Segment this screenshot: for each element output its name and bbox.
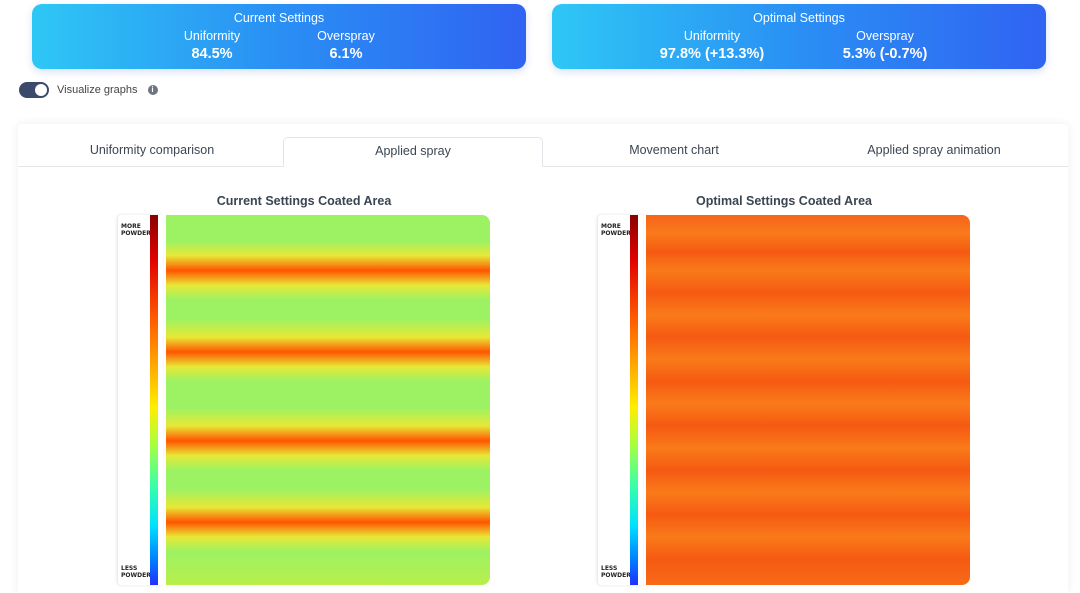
- current-settings-title: Current Settings: [233, 11, 325, 25]
- optimal-heatmap-svg: [646, 215, 970, 585]
- optimal-settings-title: Optimal Settings: [753, 11, 845, 25]
- tab-applied-spray[interactable]: Applied spray: [283, 137, 543, 167]
- legend-less-powder: LESS POWDER: [601, 565, 631, 579]
- optimal-uniformity-label: Uniformity: [683, 29, 741, 43]
- optimal-overspray: Overspray 5.3% (-0.7%): [800, 29, 970, 62]
- graphs-panel: Uniformity comparison Applied spray Move…: [18, 124, 1068, 593]
- legend-less-powder: LESS POWDER: [121, 565, 151, 579]
- current-overspray-label: Overspray: [317, 29, 375, 43]
- current-overspray: Overspray 6.1%: [296, 29, 396, 62]
- tab-bar: Uniformity comparison Applied spray Move…: [18, 137, 1068, 167]
- current-settings-card: Current Settings Uniformity 84.5% Oversp…: [32, 4, 526, 69]
- optimal-overspray-value: 5.3% (-0.7%): [842, 46, 928, 62]
- visualize-graphs-row: Visualize graphs i: [19, 82, 158, 98]
- optimal-settings-card: Optimal Settings Uniformity 97.8% (+13.3…: [552, 4, 1046, 69]
- current-overspray-value: 6.1%: [329, 46, 363, 62]
- optimal-heatmap: [646, 215, 970, 585]
- optimal-coated-area-title: Optimal Settings Coated Area: [696, 194, 872, 208]
- current-uniformity-label: Uniformity: [183, 29, 241, 43]
- tab-movement-chart[interactable]: Movement chart: [629, 143, 719, 157]
- color-legend: MORE POWDER LESS POWDER: [598, 215, 643, 585]
- optimal-uniformity: Uniformity 97.8% (+13.3%): [622, 29, 802, 62]
- info-icon[interactable]: i: [147, 85, 158, 95]
- legend-more-powder: MORE POWDER: [121, 223, 151, 237]
- color-legend: MORE POWDER LESS POWDER: [118, 215, 163, 585]
- optimal-heatmap-fill: [646, 215, 970, 585]
- current-heatmap-svg: [166, 215, 490, 585]
- current-uniformity-value: 84.5%: [191, 46, 233, 62]
- current-uniformity: Uniformity 84.5%: [162, 29, 262, 62]
- current-heatmap-fill: [166, 215, 490, 585]
- visualize-graphs-toggle[interactable]: [19, 82, 49, 98]
- tab-uniformity-comparison[interactable]: Uniformity comparison: [89, 143, 215, 157]
- color-scale-bar: [150, 215, 158, 585]
- tab-applied-spray-animation[interactable]: Applied spray animation: [867, 143, 1001, 157]
- current-coated-area-title: Current Settings Coated Area: [216, 194, 392, 208]
- color-scale-bar: [630, 215, 638, 585]
- legend-more-powder: MORE POWDER: [601, 223, 631, 237]
- current-heatmap: [166, 215, 490, 585]
- visualize-graphs-label: Visualize graphs: [57, 84, 138, 96]
- optimal-uniformity-value: 97.8% (+13.3%): [659, 46, 765, 62]
- optimal-overspray-label: Overspray: [856, 29, 914, 43]
